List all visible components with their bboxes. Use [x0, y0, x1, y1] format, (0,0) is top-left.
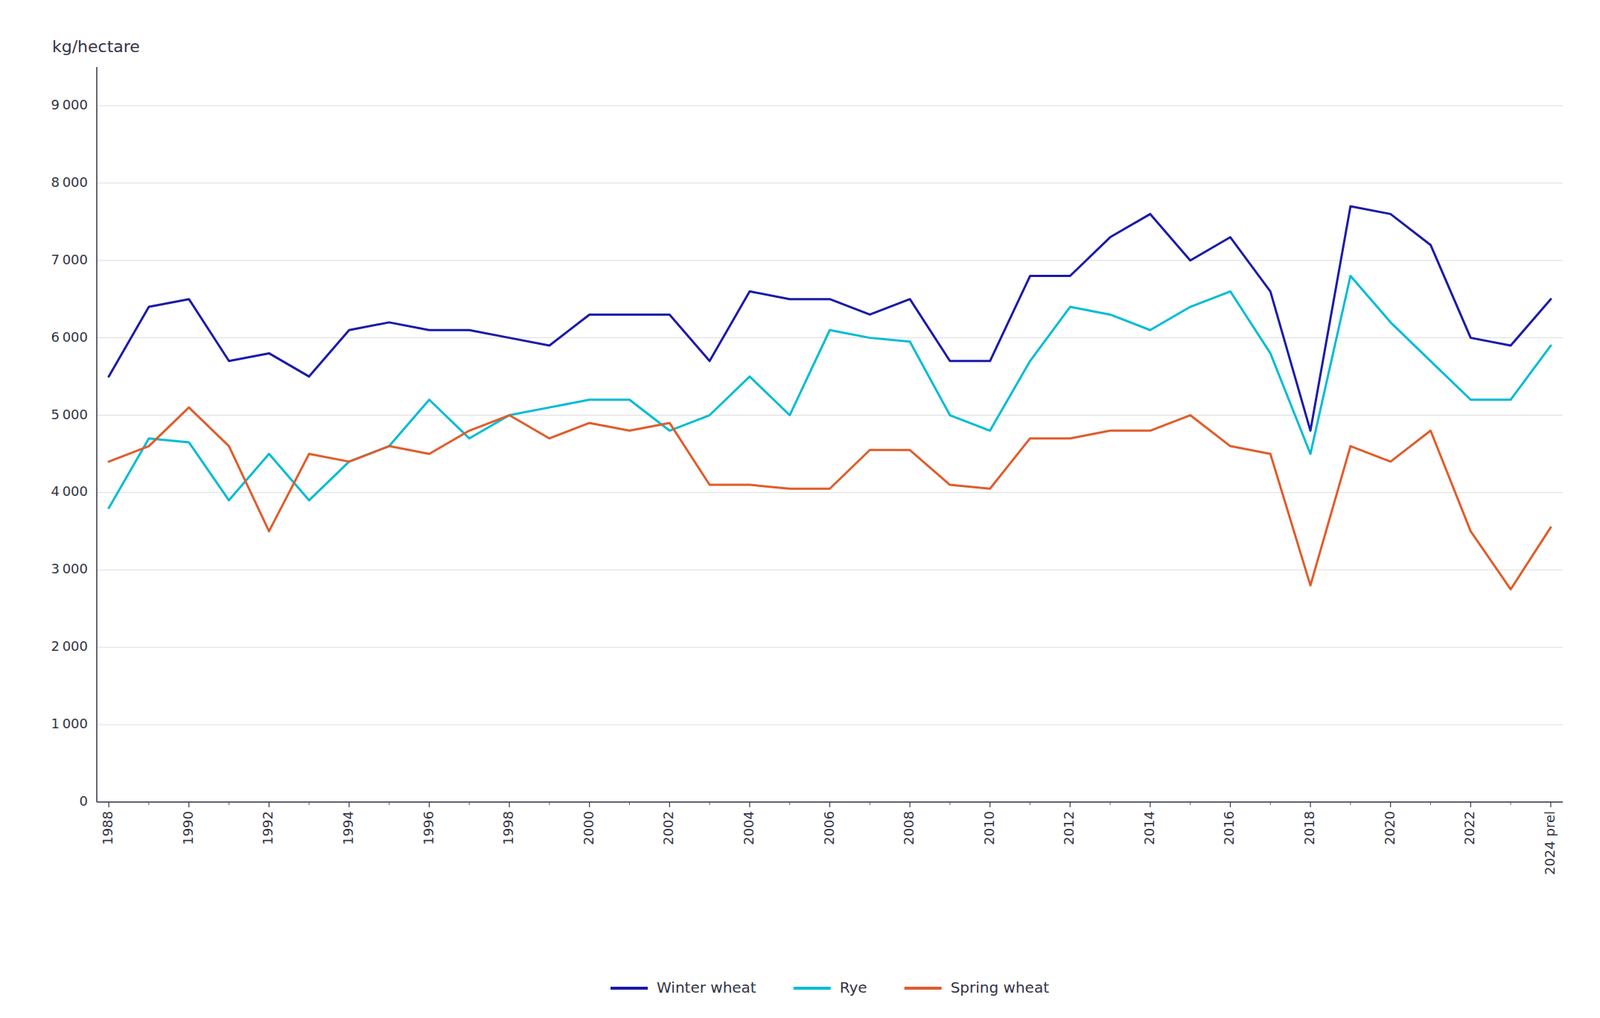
- y-tick-label: 7 000: [51, 251, 88, 268]
- legend-swatch: [610, 986, 648, 990]
- legend-swatch: [904, 986, 942, 990]
- series-line: [108, 276, 1551, 509]
- grid-line: [96, 104, 1563, 106]
- legend-item: Rye: [793, 978, 868, 997]
- x-tick: [748, 801, 750, 808]
- x-axis-line: [96, 801, 1563, 803]
- x-tick-label: 2002: [660, 810, 677, 846]
- x-tick-label: 2022: [1461, 810, 1478, 846]
- x-tick-label: 1994: [340, 810, 356, 846]
- x-tick-label: 1988: [99, 810, 116, 846]
- series-lines: [108, 206, 1551, 589]
- legend-label: Winter wheat: [656, 978, 757, 997]
- x-axis: 1988 1990 1992 1994 1996 1998 2000 2002 2004 2006…: [99, 801, 1558, 875]
- y-axis-line: [96, 67, 98, 802]
- legend-label: Spring wheat: [950, 978, 1050, 997]
- x-tick-label: 2010: [981, 810, 997, 846]
- y-tick-label: 5 000: [51, 406, 88, 423]
- grid-line: [96, 569, 1563, 571]
- x-tick: [1229, 801, 1231, 808]
- y-tick-label: 6 000: [51, 329, 88, 345]
- x-tick: [909, 801, 910, 808]
- x-tick-label: 1998: [500, 810, 516, 846]
- y-tick-label: 4 000: [51, 483, 88, 499]
- grid: [96, 105, 1563, 802]
- x-tick-label: 2008: [900, 810, 917, 846]
- x-tick-label: 2020: [1381, 810, 1398, 846]
- x-tick: [1149, 801, 1151, 808]
- grid-line: [96, 337, 1563, 339]
- x-tick-label: 2006: [821, 810, 837, 846]
- x-tick-label: 2012: [1060, 810, 1077, 846]
- y-tick-label: 9 000: [51, 96, 88, 113]
- x-tick: [989, 801, 991, 808]
- x-tick: [428, 801, 430, 808]
- x-tick-label: 2014: [1141, 810, 1158, 846]
- x-tick: [1470, 801, 1472, 808]
- x-tick: [188, 801, 190, 808]
- x-tick: [108, 801, 110, 808]
- grid-line: [96, 724, 1563, 726]
- y-axis-label: kg/hectare: [52, 37, 140, 56]
- x-tick-label: 2018: [1301, 810, 1318, 846]
- legend-item: Winter wheat: [610, 978, 757, 997]
- x-tick: [509, 801, 511, 808]
- series-line: [108, 407, 1551, 589]
- x-tick-label: 1992: [259, 810, 276, 846]
- y-tick-label: 1 000: [51, 715, 88, 732]
- x-tick: [1550, 801, 1551, 808]
- legend: Winter wheat Rye Spring wheat: [610, 978, 1050, 997]
- legend-label: Rye: [839, 978, 868, 997]
- x-tick: [1069, 801, 1071, 808]
- x-tick: [348, 801, 350, 808]
- x-tick: [1390, 801, 1391, 808]
- grid-line: [96, 414, 1563, 416]
- x-tick-label: 2016: [1221, 810, 1237, 846]
- x-tick-label: 2004: [740, 810, 757, 846]
- legend-swatch: [793, 986, 831, 990]
- x-tick-label: 1996: [420, 810, 437, 846]
- x-tick-label: 2024 prel: [1541, 810, 1558, 875]
- x-tick-label: 2000: [580, 810, 597, 846]
- x-tick-label: 1990: [180, 810, 196, 846]
- legend-item: Spring wheat: [904, 978, 1050, 997]
- x-tick: [669, 801, 671, 808]
- grid-line: [96, 182, 1563, 184]
- grid-line: [96, 801, 1563, 803]
- y-tick-label: 8 000: [51, 174, 88, 190]
- chart: 0 1 000 2 000 3 000 4 000 5 000 6 000 7 000 8 00…: [0, 0, 1600, 1018]
- y-tick-label: 0: [79, 792, 88, 809]
- y-tick-label: 2 000: [51, 638, 88, 654]
- y-axis: 0 1 000 2 000 3 000 4 000 5 000 6 000 7 000 8 00…: [51, 96, 88, 809]
- y-tick-label: 3 000: [51, 560, 88, 577]
- grid-line: [96, 259, 1563, 261]
- x-tick: [268, 801, 270, 808]
- grid-line: [96, 646, 1563, 648]
- x-tick: [829, 801, 831, 808]
- x-tick: [588, 801, 590, 808]
- series-line: [108, 206, 1551, 431]
- x-tick: [1309, 801, 1311, 808]
